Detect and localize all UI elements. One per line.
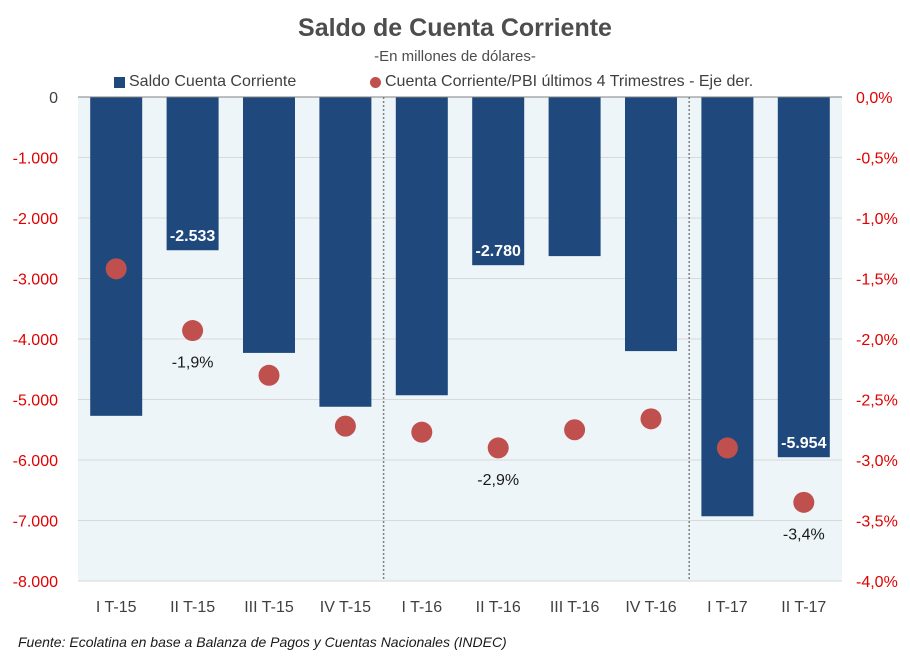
y-left-tick-label: -4.000 xyxy=(13,332,58,349)
ratio-dot xyxy=(334,415,356,437)
ratio-dot xyxy=(640,408,662,430)
x-tick-label: I T-15 xyxy=(96,599,137,616)
y-right-tick-label: -4,0% xyxy=(856,574,898,591)
y-left-tick-label: -8.000 xyxy=(13,574,58,591)
ratio-dot xyxy=(487,437,509,459)
x-tick-label: I T-16 xyxy=(401,599,442,616)
legend-bar-swatch xyxy=(114,76,125,88)
legend-item-bars: Saldo Cuenta Corriente xyxy=(114,73,296,91)
legend-dot-swatch xyxy=(370,76,381,88)
x-tick-label: II T-15 xyxy=(170,599,215,616)
bar xyxy=(166,97,219,251)
dot-data-label: -3,4% xyxy=(783,526,825,543)
legend-label-bars: Saldo Cuenta Corriente xyxy=(129,73,297,90)
y-right-tick-label: -2,5% xyxy=(856,393,898,410)
ratio-dot xyxy=(793,491,815,513)
y-left-tick-label: -5.000 xyxy=(13,393,58,410)
bar-data-label: -5.954 xyxy=(781,435,826,452)
ratio-dot xyxy=(564,419,586,441)
ratio-dot xyxy=(411,421,433,443)
dot-data-label: -2,9% xyxy=(477,472,519,489)
x-tick-label: IV T-16 xyxy=(625,599,676,616)
ratio-dot xyxy=(182,320,204,342)
source-note: Fuente: Ecolatina en base a Balanza de P… xyxy=(18,634,507,650)
bar-data-label: -2.533 xyxy=(170,228,215,245)
y-left-tick-label: 0 xyxy=(49,90,58,107)
ratio-dot xyxy=(258,364,280,386)
y-right-tick-label: -3,5% xyxy=(856,514,898,531)
bar xyxy=(243,97,295,353)
y-left-tick-label: -3.000 xyxy=(13,272,58,289)
x-tick-label: I T-17 xyxy=(707,599,748,616)
x-tick-label: IV T-15 xyxy=(320,599,371,616)
y-left-tick-label: -6.000 xyxy=(13,453,58,470)
dot-data-label: -1,9% xyxy=(172,355,214,372)
bar xyxy=(777,97,830,458)
y-right-tick-label: 0,0% xyxy=(856,90,892,107)
x-tick-label: III T-16 xyxy=(550,599,600,616)
legend-item-dots: Cuenta Corriente/PBI últimos 4 Trimestre… xyxy=(370,73,753,91)
legend-label-dots: Cuenta Corriente/PBI últimos 4 Trimestre… xyxy=(385,73,754,90)
bar xyxy=(90,97,143,416)
chart-subtitle: -En millones de dólares- xyxy=(374,48,536,65)
bar-data-label: -2.780 xyxy=(476,243,521,260)
y-right-tick-label: -1,5% xyxy=(856,272,898,289)
x-tick-label: II T-17 xyxy=(781,599,826,616)
y-left-tick-label: -1.000 xyxy=(13,151,58,168)
y-left-tick-label: -2.000 xyxy=(13,211,58,228)
bar xyxy=(472,97,525,266)
ratio-dot xyxy=(105,258,127,280)
y-right-tick-label: -2,0% xyxy=(856,332,898,349)
y-left-tick-label: -7.000 xyxy=(13,514,58,531)
x-tick-label: II T-16 xyxy=(476,599,521,616)
bar xyxy=(548,97,601,257)
y-right-tick-label: -3,0% xyxy=(856,453,898,470)
chart-title: Saldo de Cuenta Corriente xyxy=(298,14,612,42)
bar xyxy=(319,97,372,407)
y-right-tick-label: -1,0% xyxy=(856,211,898,228)
bar xyxy=(625,97,677,352)
bar xyxy=(395,97,448,396)
x-tick-label: III T-15 xyxy=(244,599,294,616)
ratio-dot xyxy=(716,437,738,459)
y-right-tick-label: -0,5% xyxy=(856,151,898,168)
